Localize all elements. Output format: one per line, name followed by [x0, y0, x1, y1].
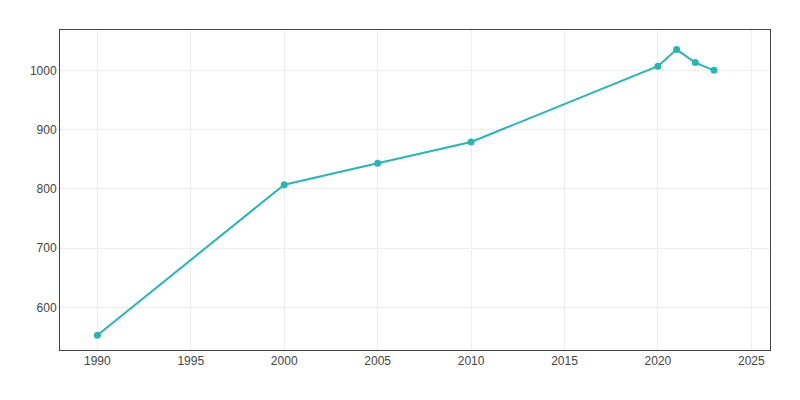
svg-text:2010: 2010 [458, 354, 485, 368]
svg-text:800: 800 [37, 182, 57, 196]
svg-text:2020: 2020 [645, 354, 672, 368]
svg-text:2025: 2025 [738, 354, 765, 368]
svg-text:1990: 1990 [84, 354, 111, 368]
svg-text:1000: 1000 [30, 64, 57, 78]
svg-text:700: 700 [37, 241, 57, 255]
svg-text:2000: 2000 [271, 354, 298, 368]
svg-text:900: 900 [37, 123, 57, 137]
svg-text:2015: 2015 [551, 354, 578, 368]
svg-text:2005: 2005 [364, 354, 391, 368]
svg-text:600: 600 [37, 301, 57, 315]
svg-text:1995: 1995 [177, 354, 204, 368]
